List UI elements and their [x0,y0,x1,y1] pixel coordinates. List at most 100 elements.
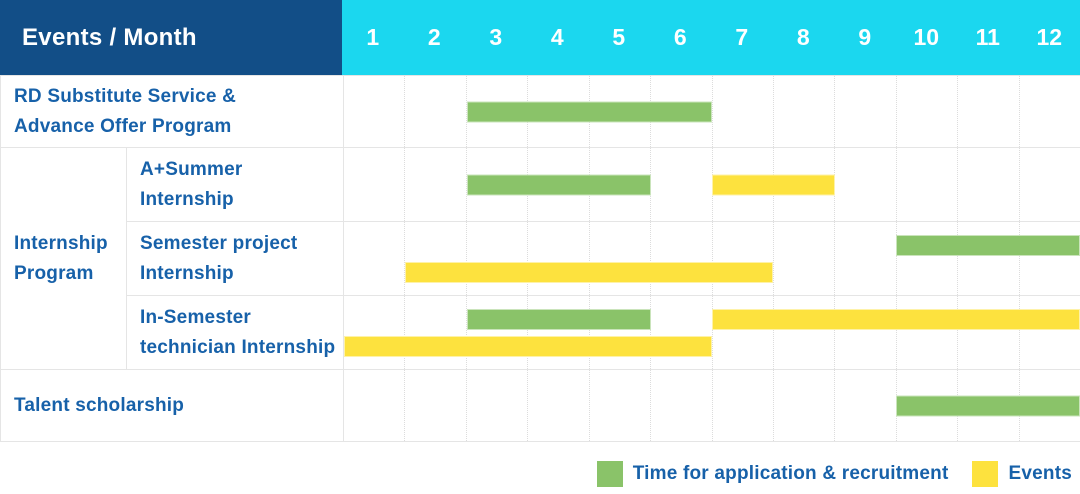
grid-column [527,296,588,369]
grid-column [344,296,404,369]
grid-column [834,148,895,221]
grid-column [527,222,588,295]
row-label: In-Semester technician Internship [126,296,343,369]
grid-column [895,76,957,147]
grid-column [650,222,711,295]
header-events-month: Events / Month [0,0,342,75]
grid-column [650,148,711,221]
gantt-bar-events [712,309,1080,330]
row-label: Talent scholarship [14,394,185,416]
grid-column [711,370,773,441]
grid-column [957,148,1018,221]
grid-column [772,370,834,441]
month-header-cell: 12 [1036,24,1063,50]
grid-column [772,222,834,295]
grid-column [957,76,1018,147]
gantt-bar-events [344,336,712,357]
gantt-bar-recruitment [466,309,651,330]
legend: Time for application & recruitment Event… [596,461,1072,487]
grid-column [527,370,588,441]
legend-item-recruitment: Time for application & recruitment [596,461,949,487]
grid-column [465,296,527,369]
chart-cell [343,76,1080,147]
internship-program-group: Internship Program A+Summer Internship S… [1,147,1080,369]
grid-column [404,222,465,295]
month-header-cell: 8 [796,24,810,50]
gantt-bar-events [712,174,835,195]
gantt-bar-recruitment [896,395,1080,416]
grid-column [404,370,465,441]
month-header-cell: 2 [427,24,441,50]
grid-column [344,148,404,221]
grid-column [772,296,834,369]
grid-column [711,76,773,147]
chart-cell [343,222,1080,295]
grid-column [465,76,527,147]
table-header-row: Events / Month 1 2 3 4 5 6 7 8 9 10 11 12 [0,0,1080,75]
grid-column [895,222,957,295]
grid-column [588,296,650,369]
grid-column [404,148,465,221]
chart-cell [343,370,1080,441]
month-header-cell: 9 [858,24,872,50]
group-label: Internship Program [14,233,108,284]
gantt-bar-recruitment [896,235,1080,256]
table-row: In-Semester technician Internship [126,295,1080,369]
grid-column [344,76,404,147]
grid-column [957,222,1018,295]
grid-column [834,76,895,147]
grid-column [404,76,465,147]
gantt-bar-events [405,262,774,283]
gantt-bar-recruitment [466,174,651,195]
grid-column [588,370,650,441]
month-header-cell: 6 [673,24,687,50]
grid-column [1018,296,1080,369]
grid-column [711,222,773,295]
month-header-cell: 11 [975,24,1000,50]
legend-green-swatch [596,461,623,487]
month-header-cell: 3 [489,24,503,50]
grid-column [957,296,1018,369]
table-row: RD Substitute Service & Advance Offer Pr… [1,75,1080,147]
month-header-cell: 1 [366,24,380,50]
chart-cell [343,296,1080,369]
grid-column [895,148,957,221]
table-row: A+Summer Internship [126,148,1080,221]
grid-column [772,76,834,147]
month-header-cell: 7 [735,24,749,50]
legend-label: Time for application & recruitment [632,463,949,484]
grid-column [344,222,404,295]
table-row: Talent scholarship [1,369,1080,441]
grid-column [834,370,895,441]
chart-cell [343,148,1080,221]
legend-label: Events [1008,463,1072,484]
month-header: 1 2 3 4 5 6 7 8 9 10 11 12 [342,0,1080,75]
grid-column [588,222,650,295]
row-label: Semester project Internship [126,222,343,295]
month-header-cell: 4 [550,24,564,50]
table-row: Semester project Internship [126,221,1080,295]
grid-column [465,222,527,295]
grid-column [465,148,527,221]
grid-column [1018,222,1080,295]
grid-column [834,296,895,369]
month-header-cell: 10 [913,24,940,50]
gantt-bar-recruitment [466,101,712,122]
table-body: RD Substitute Service & Advance Offer Pr… [0,75,1080,442]
grid-column [1018,148,1080,221]
month-header-cell: 5 [612,24,626,50]
grid-column [834,222,895,295]
row-label: RD Substitute Service & Advance Offer Pr… [14,86,237,137]
grid-column [895,296,957,369]
row-label: A+Summer Internship [126,148,343,221]
legend-yellow-swatch [972,461,999,487]
grid-column [650,370,711,441]
grid-column [344,370,404,441]
grid-column [650,296,711,369]
grid-column [465,370,527,441]
grid-column [404,296,465,369]
legend-item-events: Events [972,461,1072,487]
grid-column [1018,76,1080,147]
grid-column [711,296,773,369]
